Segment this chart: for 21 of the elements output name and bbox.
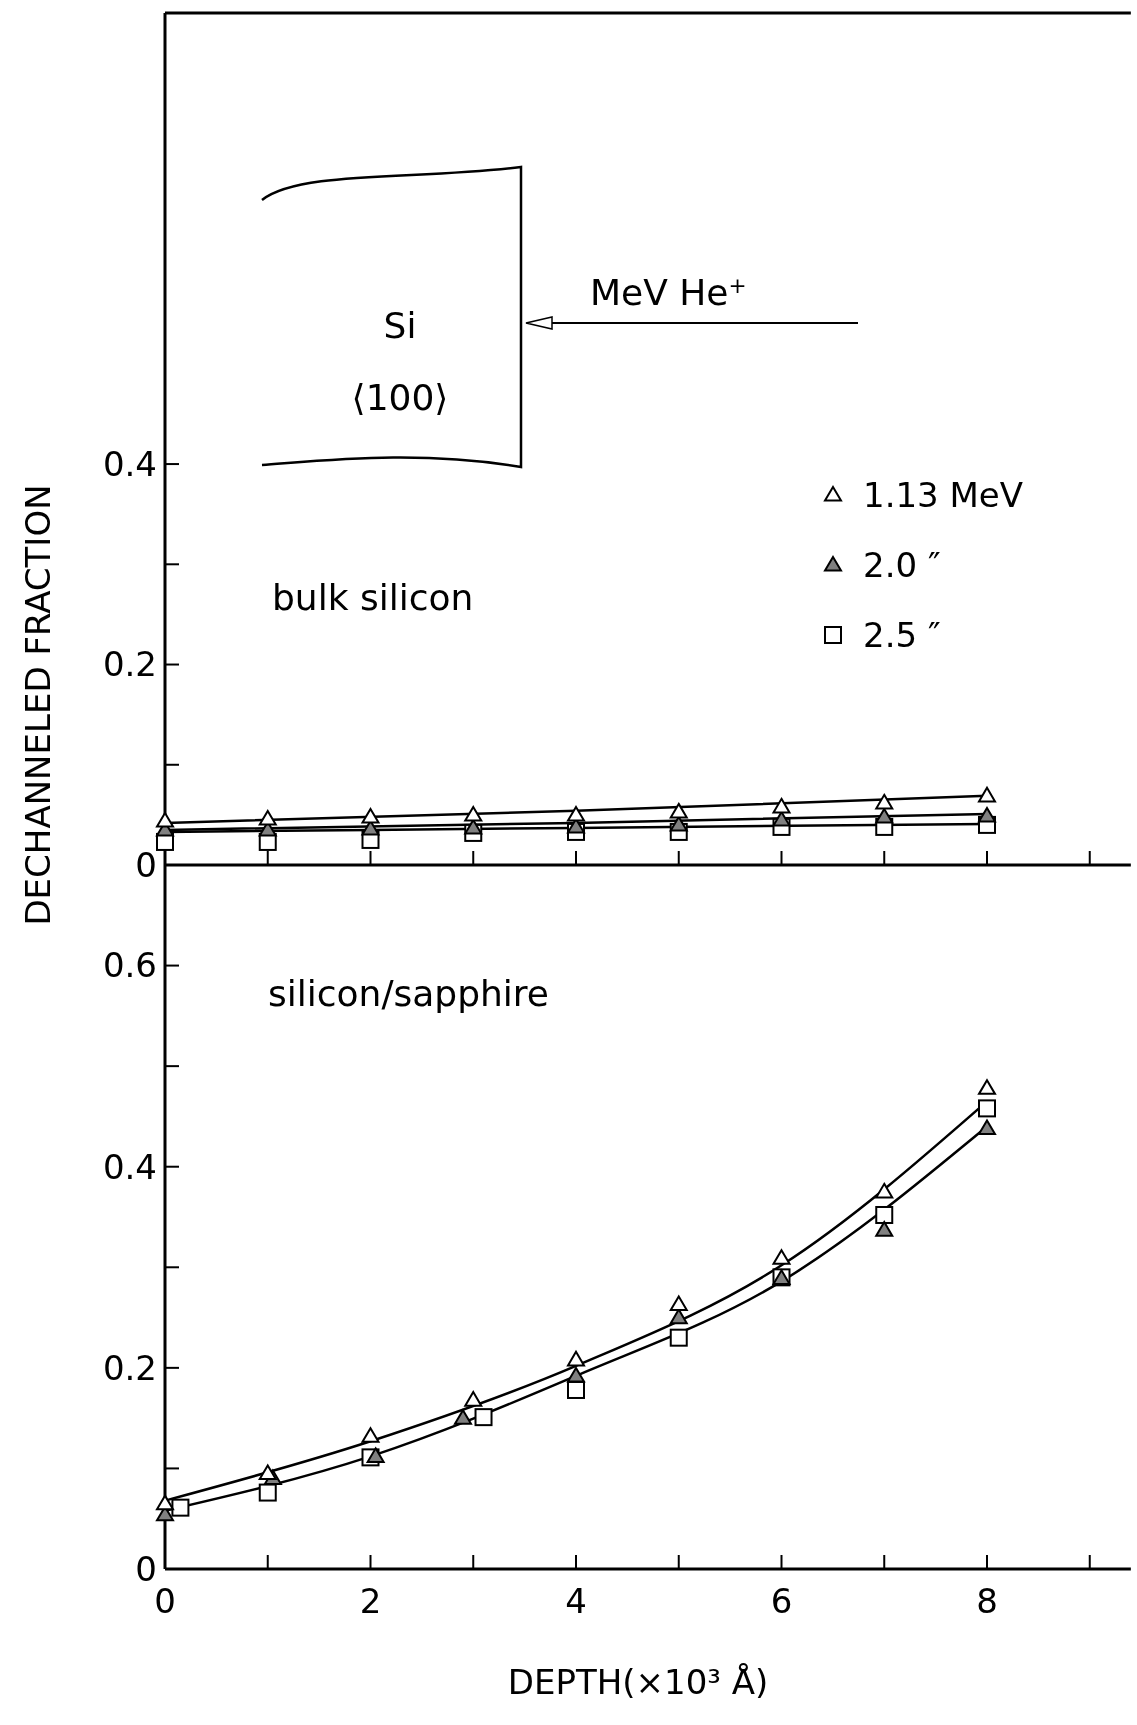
legend-label: 1.13 MeV xyxy=(863,474,1024,515)
y-axis-title: DECHANNELED FRACTION xyxy=(18,484,58,926)
y-tick-label: 0 xyxy=(135,1548,157,1589)
annotation: MeV He$^{+}$ xyxy=(590,272,747,313)
x-tick-label: 6 xyxy=(770,1581,793,1621)
y-tick-label: 0.2 xyxy=(102,1347,157,1388)
y-tick-label: 0.4 xyxy=(102,1146,157,1187)
y-tick-label: 0.6 xyxy=(102,945,157,986)
annotation: ⟨100⟩ xyxy=(351,377,449,418)
y-tick-label: 0.2 xyxy=(102,644,157,685)
annotation: silicon/sapphire xyxy=(268,973,550,1014)
legend-label: 2.0 ″ xyxy=(863,544,941,585)
y-tick-label: 0.4 xyxy=(102,443,157,484)
x-tick-label: 4 xyxy=(565,1581,587,1621)
annotation: bulk silicon xyxy=(272,577,474,618)
annotation: Si xyxy=(383,305,417,346)
x-tick-label: 2 xyxy=(359,1581,382,1621)
y-tick-label: 0 xyxy=(135,844,157,885)
legend-label: 2.5 ″ xyxy=(863,614,941,655)
x-tick-label: 8 xyxy=(976,1581,998,1621)
x-axis-title: DEPTH(×10³ Å) xyxy=(507,1662,769,1702)
